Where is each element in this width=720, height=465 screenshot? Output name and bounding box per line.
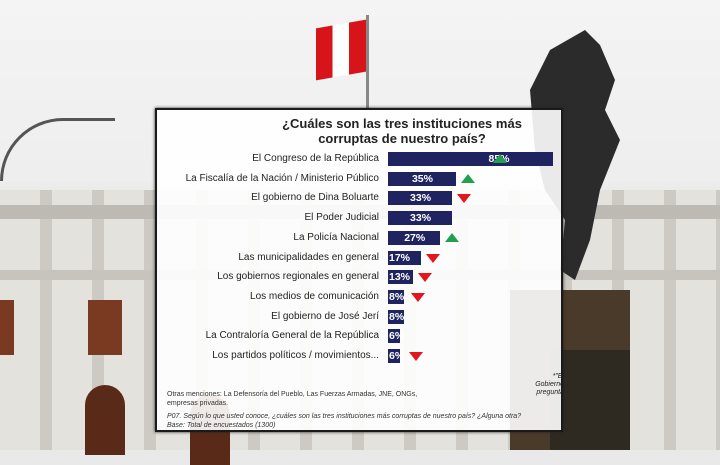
trend-down-icon bbox=[418, 273, 433, 283]
window bbox=[88, 300, 122, 355]
bar bbox=[388, 289, 404, 304]
trend-up-icon bbox=[460, 173, 475, 183]
value-label: 8% bbox=[389, 290, 405, 303]
category-label: La Fiscalía de la Nación / Ministerio Pú… bbox=[185, 172, 379, 184]
bar bbox=[388, 270, 414, 285]
category-label: Los partidos políticos / movimientos... bbox=[212, 350, 379, 361]
question-note: P07. Según lo que usted conoce, ¿cuáles … bbox=[167, 412, 557, 421]
trend-up-icon bbox=[445, 232, 460, 242]
category-label: El Congreso de la República bbox=[252, 153, 379, 164]
category-label: Los gobiernos regionales en general bbox=[217, 271, 379, 283]
value-label: 6% bbox=[389, 330, 405, 343]
side-footnote-line: pregunta bbox=[536, 389, 564, 396]
side-footnote-line: *"El Gobierno bbox=[535, 373, 564, 388]
value-label: 35% bbox=[411, 172, 433, 185]
bar bbox=[388, 309, 404, 324]
value-label: 33% bbox=[410, 212, 432, 225]
category-label: Las municipalidades en general bbox=[238, 251, 379, 263]
bar bbox=[388, 152, 553, 166]
window bbox=[0, 300, 14, 355]
chart-panel: ¿Cuáles son las tres instituciones más c… bbox=[155, 108, 563, 432]
other-mentions-note: Otras menciones: La Defensoría del Puebl… bbox=[167, 391, 418, 407]
category-label: El gobierno de José Jerí bbox=[271, 310, 379, 322]
trend-down-icon bbox=[457, 194, 472, 204]
trend-down-icon bbox=[426, 253, 440, 263]
base-note: Base: Total de encuestados (1300) bbox=[167, 421, 275, 430]
bar bbox=[388, 250, 421, 265]
value-label: 17% bbox=[389, 251, 411, 264]
question-text: P07. Según lo que usted conoce, ¿cuáles … bbox=[167, 413, 522, 420]
bar bbox=[388, 329, 400, 344]
trend-up-icon bbox=[492, 154, 507, 163]
bar bbox=[388, 230, 441, 245]
category-label: El gobierno de Dina Boluarte bbox=[251, 192, 379, 204]
trend-down-icon bbox=[409, 352, 423, 361]
value-label: 33% bbox=[410, 192, 432, 205]
category-label: La Policía Nacional bbox=[293, 231, 379, 243]
chart-title: ¿Cuáles son las tres instituciones más c… bbox=[282, 116, 522, 146]
bar bbox=[388, 349, 400, 363]
value-label: 27% bbox=[404, 231, 426, 244]
side-footnote: *"El Gobierno pregunta bbox=[522, 373, 564, 397]
bar bbox=[388, 211, 453, 226]
category-label: Los medios de comunicación bbox=[250, 290, 379, 302]
value-label: 13% bbox=[389, 271, 411, 284]
category-label: El Poder Judicial bbox=[304, 212, 379, 224]
base-text: Base: Total de encuestados (1300) bbox=[167, 422, 276, 429]
trend-down-icon bbox=[410, 292, 425, 302]
value-label: 8% bbox=[389, 310, 405, 323]
bar bbox=[388, 191, 453, 206]
value-label: 6% bbox=[389, 350, 405, 362]
peru-flag bbox=[316, 19, 366, 81]
arch-door bbox=[85, 385, 125, 455]
flag-pole bbox=[366, 15, 369, 110]
category-label: La Contraloría General de la República bbox=[205, 330, 379, 342]
bar bbox=[388, 171, 456, 186]
